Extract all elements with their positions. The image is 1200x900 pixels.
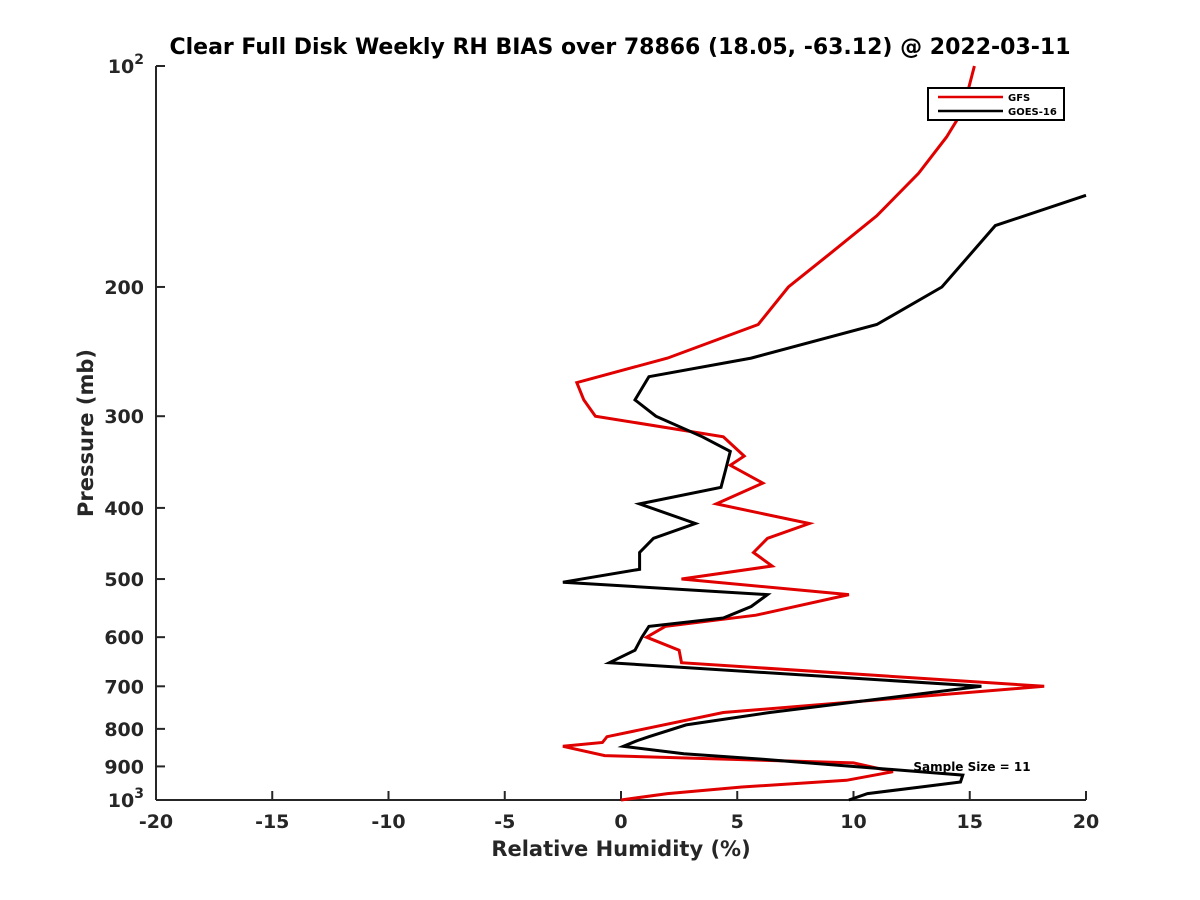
- legend-box: [927, 87, 1065, 121]
- y-tick-label: 900: [104, 756, 144, 778]
- y-tick-label: 400: [104, 498, 144, 520]
- series-line-goes-16: [562, 193, 1087, 802]
- y-tick-label-base: 800: [104, 719, 144, 741]
- y-tick-label: 700: [104, 676, 144, 698]
- y-tick-label-base: 900: [104, 756, 144, 778]
- y-tick-label-base: 700: [104, 676, 144, 698]
- sample-size-annotation: Sample Size = 11: [913, 760, 1030, 774]
- x-tick-label: 0: [614, 811, 627, 833]
- y-tick-label: 300: [104, 406, 144, 428]
- y-axis-label: Pressure (mb): [74, 349, 98, 517]
- x-tick-label: -5: [494, 811, 515, 833]
- y-tick-label: 103: [108, 786, 144, 812]
- x-tick-label: 10: [840, 811, 866, 833]
- y-tick-label-base: 10: [108, 56, 134, 78]
- y-tick-label: 200: [104, 277, 144, 299]
- y-tick-label-base: 500: [104, 569, 144, 591]
- series-layer: [562, 65, 1087, 802]
- legend-label-goes-16: GOES-16: [1008, 107, 1057, 118]
- y-tick-label-base: 400: [104, 498, 144, 520]
- x-axis-label: Relative Humidity (%): [491, 837, 750, 861]
- x-tick-label: -20: [139, 811, 173, 833]
- series-line-gfs: [562, 65, 1045, 802]
- y-tick-label-exponent: 2: [134, 52, 144, 68]
- x-tick-label: 20: [1073, 811, 1099, 833]
- y-tick-label-base: 10: [108, 790, 134, 812]
- legend: GFS GOES-16: [927, 87, 1065, 121]
- y-tick-label-base: 300: [104, 406, 144, 428]
- y-tick-label: 102: [108, 52, 144, 78]
- x-ticks: -20 -15 -10 -5 0 5 10 15 20: [139, 791, 1099, 833]
- x-tick-label: -10: [371, 811, 405, 833]
- y-tick-label: 500: [104, 569, 144, 591]
- x-tick-label: 5: [731, 811, 744, 833]
- x-tick-label: 15: [957, 811, 983, 833]
- chart-title: Clear Full Disk Weekly RH BIAS over 7886…: [169, 35, 1070, 60]
- legend-label-gfs: GFS: [1008, 93, 1030, 104]
- y-tick-label-exponent: 3: [134, 786, 144, 802]
- y-tick-label: 800: [104, 719, 144, 741]
- y-tick-label: 600: [104, 627, 144, 649]
- y-tick-label-base: 600: [104, 627, 144, 649]
- y-tick-label-base: 200: [104, 277, 144, 299]
- x-tick-label: -15: [255, 811, 289, 833]
